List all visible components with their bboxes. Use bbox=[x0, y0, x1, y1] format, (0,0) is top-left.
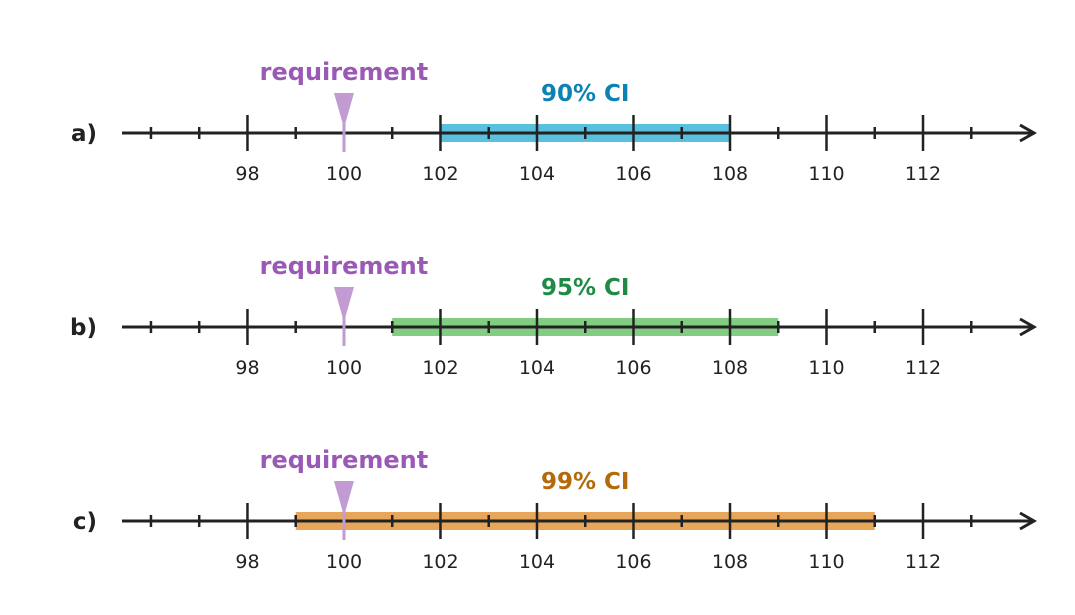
ci-label: 90% CI bbox=[541, 81, 630, 107]
row-label: c) bbox=[73, 509, 97, 535]
tick-label: 110 bbox=[808, 551, 844, 573]
tick-label: 108 bbox=[712, 357, 748, 379]
tick-label: 106 bbox=[615, 163, 651, 185]
axis-arrow bbox=[1019, 317, 1038, 337]
tick-label: 106 bbox=[615, 551, 651, 573]
tick-label: 110 bbox=[808, 163, 844, 185]
row-label: a) bbox=[71, 121, 97, 147]
tick-label: 102 bbox=[422, 357, 458, 379]
axis-arrow bbox=[1019, 123, 1038, 143]
tick-label: 112 bbox=[905, 551, 941, 573]
requirement-marker-icon bbox=[333, 481, 354, 516]
tick-label: 104 bbox=[519, 357, 555, 379]
tick-label: 112 bbox=[905, 357, 941, 379]
tick-label: 98 bbox=[235, 163, 259, 185]
tick-label: 102 bbox=[422, 163, 458, 185]
tick-label: 108 bbox=[712, 163, 748, 185]
tick-label: 102 bbox=[422, 551, 458, 573]
tick-label: 100 bbox=[326, 163, 362, 185]
tick-label: 100 bbox=[326, 551, 362, 573]
requirement-label: requirement bbox=[260, 252, 429, 280]
ci-label: 95% CI bbox=[541, 275, 630, 301]
axis-arrow bbox=[1019, 511, 1038, 531]
requirement-marker-icon bbox=[333, 287, 354, 322]
requirement-label: requirement bbox=[260, 58, 429, 86]
tick-label: 104 bbox=[519, 551, 555, 573]
tick-label: 98 bbox=[235, 551, 259, 573]
row-label: b) bbox=[70, 315, 97, 341]
ci-label: 99% CI bbox=[541, 469, 630, 495]
tick-label: 104 bbox=[519, 163, 555, 185]
tick-label: 106 bbox=[615, 357, 651, 379]
requirement-marker-icon bbox=[333, 93, 354, 128]
tick-label: 100 bbox=[326, 357, 362, 379]
tick-label: 112 bbox=[905, 163, 941, 185]
tick-label: 98 bbox=[235, 357, 259, 379]
tick-label: 108 bbox=[712, 551, 748, 573]
requirement-label: requirement bbox=[260, 446, 429, 474]
tick-label: 110 bbox=[808, 357, 844, 379]
